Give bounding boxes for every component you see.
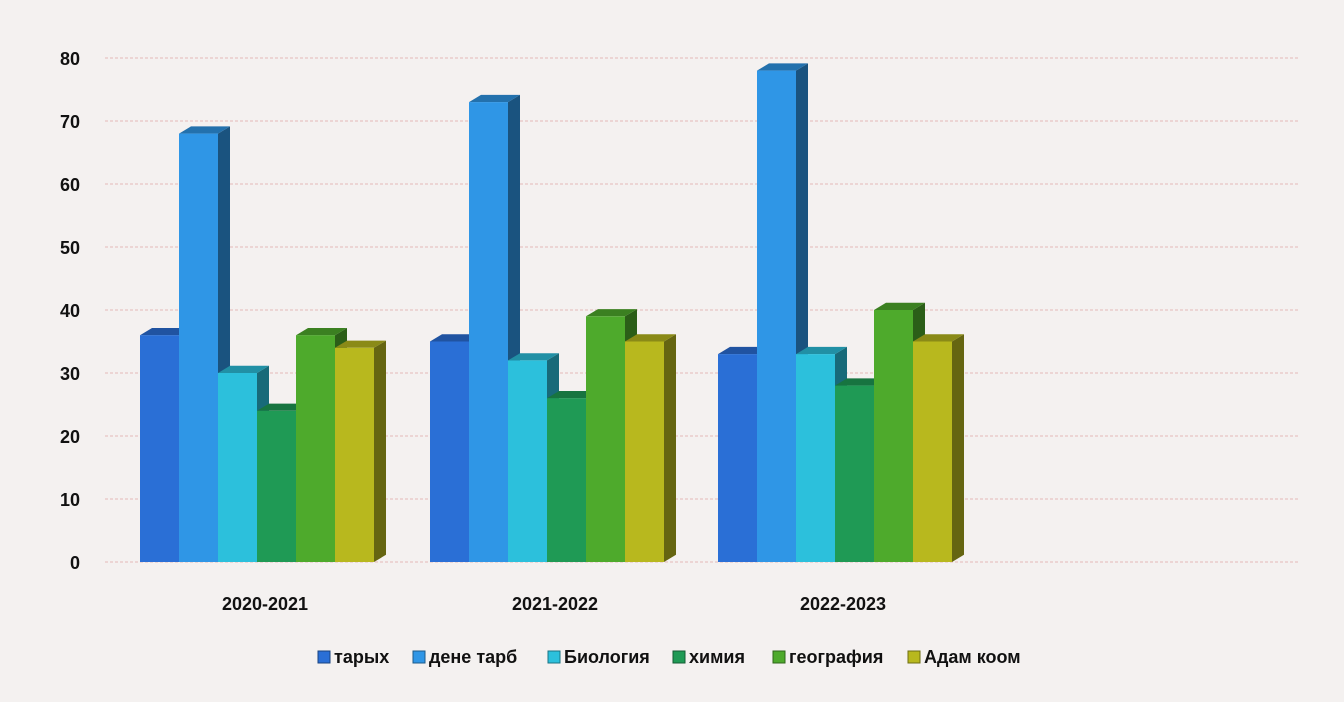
legend-item: дене тарб	[412, 647, 517, 667]
bar-front	[625, 341, 664, 562]
y-tick-label: 70	[60, 112, 80, 132]
bar-top	[335, 340, 386, 348]
bar-top	[796, 346, 847, 355]
bar-front	[796, 354, 835, 562]
legend-swatch	[547, 650, 561, 664]
bar-front	[718, 354, 757, 562]
legend: тарых дене тарб Биология химия география Адам…	[317, 647, 1021, 667]
legend-label: химия	[689, 647, 745, 667]
bar-front	[179, 133, 218, 562]
legend-item: Биология	[547, 647, 650, 667]
bar-front	[586, 316, 625, 562]
legend-label: тарых	[334, 647, 389, 667]
x-tick-label: 2022-2023	[800, 594, 886, 614]
bar-front	[547, 398, 586, 562]
x-axis: 2020-2021 2021-2022 2022-2023	[222, 594, 886, 614]
y-tick-label: 50	[60, 238, 80, 258]
bar-front	[913, 341, 952, 562]
bar-front	[335, 347, 374, 562]
bar-front	[508, 360, 547, 562]
y-tick-label: 40	[60, 301, 80, 321]
bar-top	[140, 328, 191, 336]
y-tick-label: 80	[60, 49, 80, 69]
legend-item: тарых	[317, 647, 389, 667]
x-tick-label: 2021-2022	[512, 594, 598, 614]
bar-top	[625, 334, 676, 342]
y-tick-label: 0	[70, 553, 80, 573]
bar-top	[586, 309, 637, 317]
bar-top	[835, 378, 886, 386]
y-tick-label: 60	[60, 175, 80, 195]
y-tick-label: 20	[60, 427, 80, 447]
y-axis: 0 10 20 30 40 50 60 70 80	[60, 49, 80, 573]
legend-item: химия	[672, 647, 745, 667]
bar-side	[664, 334, 676, 562]
bar-top	[874, 302, 925, 310]
legend-label: дене тарб	[429, 647, 517, 667]
bar	[757, 63, 808, 563]
bar-top	[296, 328, 347, 336]
bar-side	[952, 334, 964, 562]
grid	[105, 57, 1300, 563]
legend-item: Адам коом	[907, 647, 1021, 667]
bar-top	[547, 391, 598, 399]
bar-front	[257, 410, 296, 562]
bars	[140, 63, 964, 563]
bar-front	[296, 335, 335, 562]
legend-item: география	[772, 647, 883, 667]
bar-top	[718, 346, 769, 355]
bar-front	[874, 310, 913, 562]
bar	[625, 334, 676, 562]
legend-swatch	[412, 650, 426, 664]
bar-front	[469, 102, 508, 562]
legend-swatch	[672, 650, 686, 664]
bar	[335, 340, 386, 562]
bar-top	[469, 94, 520, 103]
y-tick-label: 30	[60, 364, 80, 384]
bar-front	[835, 385, 874, 562]
bar-top	[913, 334, 964, 342]
legend-label: Адам коом	[924, 647, 1021, 667]
bar-front	[430, 341, 469, 562]
bar	[913, 334, 964, 562]
bar-top	[179, 126, 230, 134]
legend-label: Биология	[564, 647, 650, 667]
x-tick-label: 2020-2021	[222, 594, 308, 614]
bar-top	[218, 365, 269, 373]
legend-swatch	[772, 650, 786, 664]
bar-top	[257, 403, 308, 411]
bar-top	[430, 334, 481, 342]
legend-swatch	[317, 650, 331, 664]
bar-front	[218, 373, 257, 562]
legend-label: география	[789, 647, 883, 667]
legend-swatch	[907, 650, 921, 664]
bar-top	[757, 63, 808, 71]
bar-front	[140, 335, 179, 562]
bar-front	[757, 70, 796, 562]
bar-side	[374, 340, 386, 562]
y-tick-label: 10	[60, 490, 80, 510]
bar-top	[508, 353, 559, 361]
